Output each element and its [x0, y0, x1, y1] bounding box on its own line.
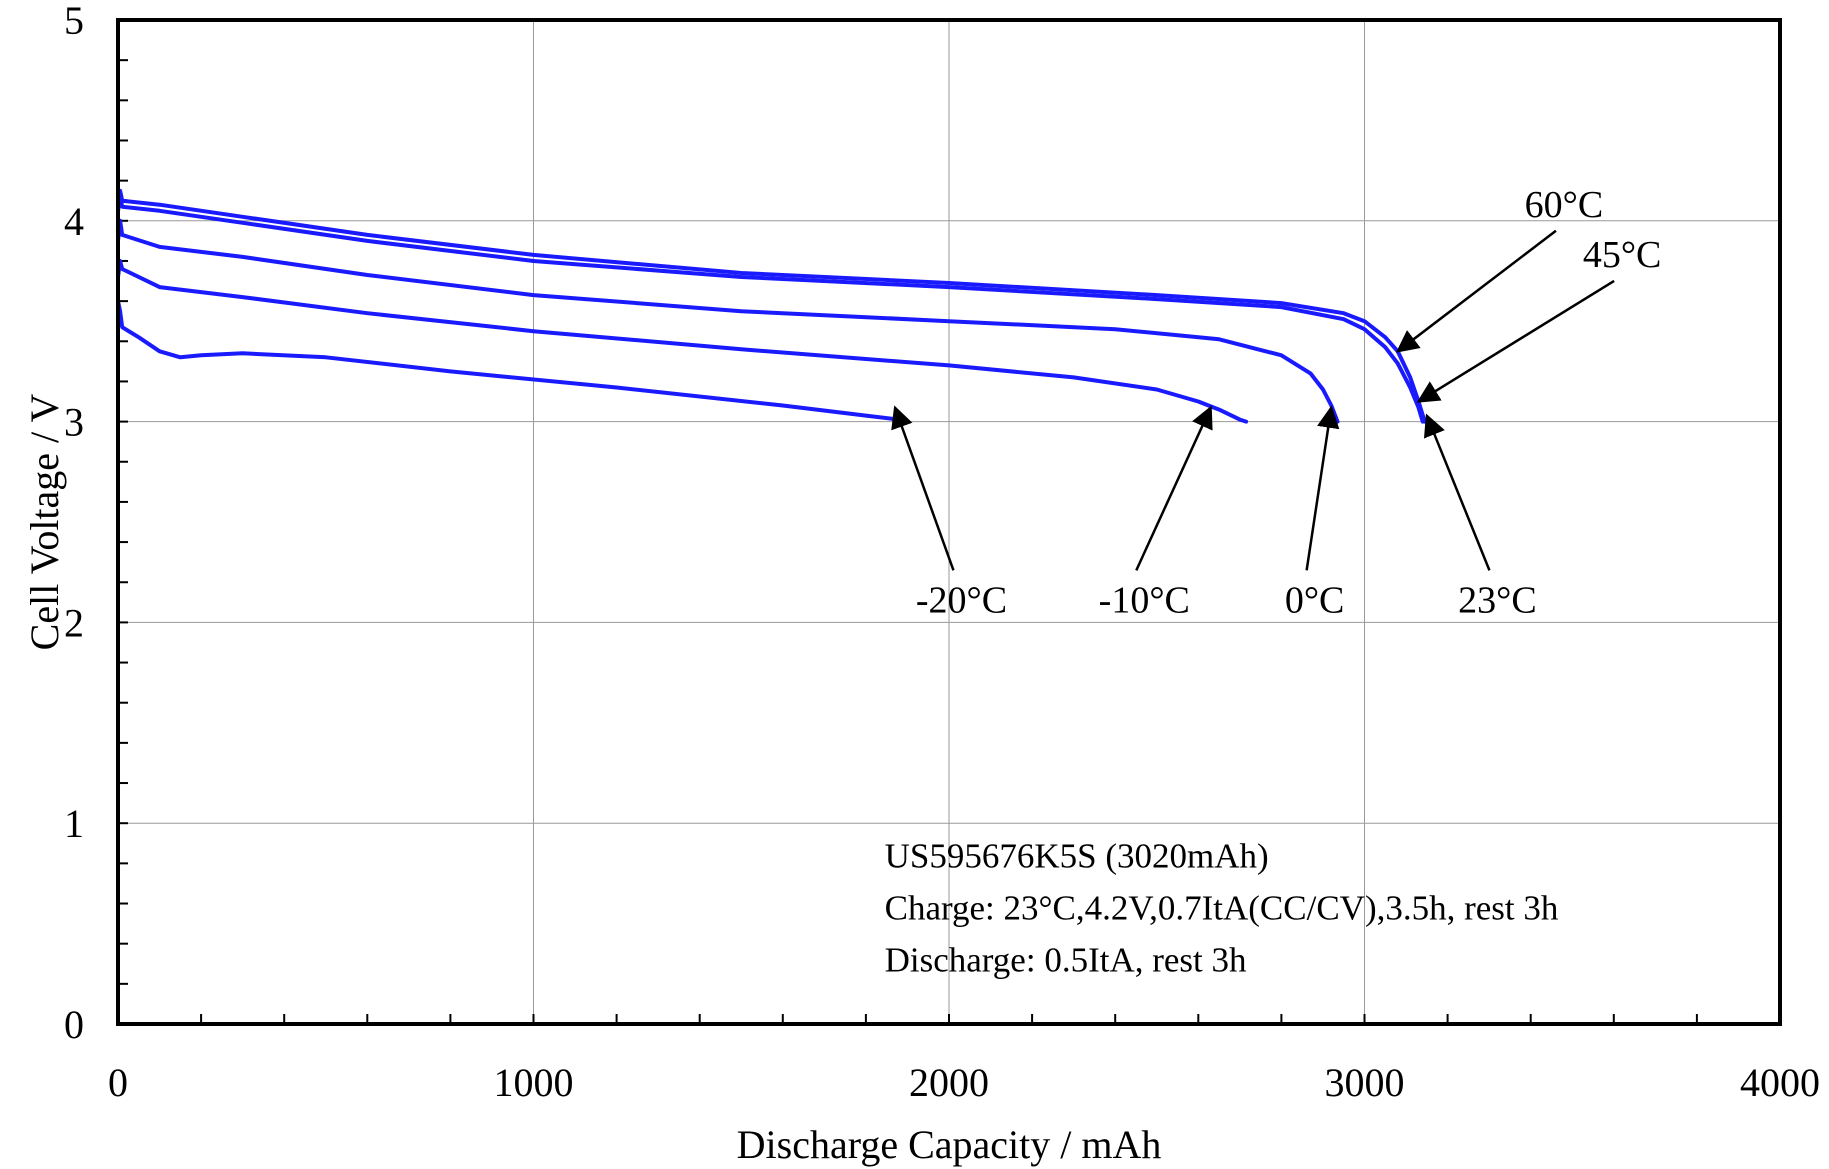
curve-label: 45°C: [1583, 234, 1662, 276]
series-line: [116, 194, 1425, 424]
plot-frame: [116, 18, 1782, 1026]
y-tick-label: 2: [64, 600, 84, 645]
note-line: US595676K5S (3020mAh): [885, 836, 1269, 875]
x-tick-label: 3000: [1325, 1060, 1405, 1105]
x-axis-title: Discharge Capacity / mAh: [737, 1122, 1162, 1167]
curve-labels: 60°C 45°C -20°C -10°C 0°C 23°C: [916, 184, 1662, 622]
x-tick-labels: 0 1000 2000 3000 4000: [108, 1060, 1820, 1105]
series-line: [116, 259, 1249, 424]
series-line: [116, 299, 906, 424]
annotation-arrow: [1305, 405, 1340, 571]
x-tick-label: 4000: [1740, 1060, 1820, 1105]
curve-label: 60°C: [1525, 184, 1604, 226]
y-tick-labels: 0 1 2 3 4 5: [64, 0, 84, 1047]
series-line: [116, 218, 1340, 424]
x-tick-label: 0: [108, 1060, 128, 1105]
curve-label: 0°C: [1285, 579, 1345, 621]
y-tick-label: 1: [64, 801, 84, 846]
curve-label: 23°C: [1458, 579, 1537, 621]
test-conditions-note: US595676K5S (3020mAh) Charge: 23°C,4.2V,0…: [885, 836, 1559, 979]
y-tick-label: 4: [64, 199, 84, 244]
minor-ticks: [118, 59, 1698, 1024]
x-tick-label: 1000: [494, 1060, 574, 1105]
curve-label: -10°C: [1099, 579, 1190, 621]
y-tick-label: 3: [64, 400, 84, 445]
data-series: [116, 188, 1427, 424]
annotation-arrow: [1135, 405, 1213, 571]
annotation-arrow: [1416, 279, 1615, 403]
y-tick-label: 0: [64, 1002, 84, 1047]
annotation-arrows: [891, 229, 1615, 571]
annotation-arrow: [891, 405, 955, 571]
note-line: Charge: 23°C,4.2V,0.7ItA(CC/CV),3.5h, re…: [885, 888, 1559, 927]
annotation-arrow: [1395, 229, 1557, 353]
note-line: Discharge: 0.5ItA, rest 3h: [885, 940, 1247, 979]
x-tick-label: 2000: [909, 1060, 989, 1105]
series-line: [116, 188, 1427, 424]
curve-label: -20°C: [916, 579, 1007, 621]
grid: [118, 20, 1780, 1024]
y-tick-label: 5: [64, 0, 84, 43]
annotation-arrow: [1423, 413, 1491, 571]
y-axis-title: Cell Voltage / V: [22, 394, 67, 651]
